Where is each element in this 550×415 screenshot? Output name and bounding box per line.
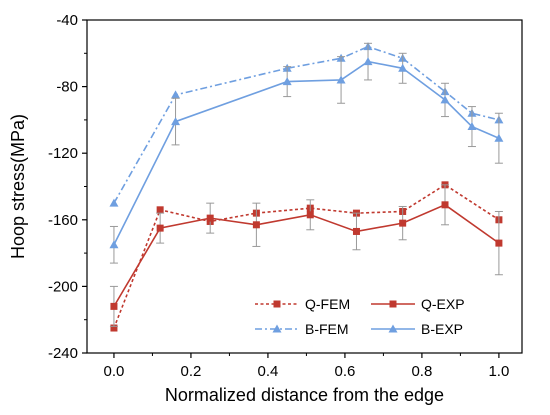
x-tick-label: 0.2 (181, 363, 202, 380)
legend-label-q-fem: Q-FEM (305, 296, 350, 312)
data-point-b-exp (494, 133, 504, 142)
x-tick-label: 0.6 (334, 363, 355, 380)
data-point-b-exp (282, 77, 292, 86)
series-b-exp (109, 42, 504, 264)
y-tick-label: -160 (48, 212, 78, 229)
x-tick-label: 0.8 (411, 363, 432, 380)
legend-marker-b-exp (388, 324, 398, 333)
legend-item-b-fem: B-FEM (255, 321, 349, 337)
data-point-b-exp (109, 240, 119, 249)
y-tick-label: -120 (48, 145, 78, 162)
data-point-q-exp (252, 221, 260, 229)
legend: Q-FEM Q-EXP B-FEM B-EXP (255, 296, 465, 337)
data-point-q-exp (110, 302, 118, 310)
series-q-exp (109, 184, 503, 327)
data-point-b-fem (171, 90, 181, 99)
series-line-q-exp (113, 203, 500, 307)
y-tick-label: -40 (56, 12, 78, 29)
legend-label-b-fem: B-FEM (305, 321, 349, 337)
series-line-b-fem (113, 45, 500, 204)
legend-marker-q-exp (389, 300, 397, 308)
legend-marker-q-fem (273, 300, 281, 308)
data-point-b-exp (171, 117, 181, 126)
x-tick-label: 0.4 (257, 363, 278, 380)
data-point-q-exp (206, 214, 214, 222)
y-axis-ticks: -240 -200 -160 -120 -80 -40 (48, 12, 87, 362)
data-point-q-exp (441, 201, 449, 209)
legend-item-q-fem: Q-FEM (255, 296, 350, 312)
legend-marker-b-fem (272, 324, 282, 333)
data-point-q-exp (306, 211, 314, 219)
data-point-q-fem (110, 324, 118, 332)
series-layer (109, 42, 504, 332)
legend-item-q-exp: Q-EXP (371, 296, 465, 312)
series-line-q-fem (113, 183, 500, 329)
data-point-b-exp (398, 63, 408, 72)
data-point-q-exp (399, 219, 407, 227)
data-point-b-exp (467, 122, 477, 131)
x-axis-ticks: 0.0 0.2 0.4 0.6 0.8 1.0 (104, 353, 509, 380)
data-point-q-fem (156, 206, 164, 214)
x-axis-title: Normalized distance from the edge (165, 385, 444, 405)
legend-label-q-exp: Q-EXP (421, 296, 465, 312)
data-point-b-exp (440, 95, 450, 104)
data-point-q-exp (495, 239, 503, 247)
x-tick-label: 0.0 (104, 363, 125, 380)
data-point-q-exp (352, 227, 360, 235)
data-point-b-fem (109, 198, 119, 207)
data-point-q-exp (156, 224, 164, 232)
x-tick-label: 1.0 (488, 363, 509, 380)
y-axis-title: Hoop stress(MPa) (8, 114, 28, 259)
y-tick-label: -200 (48, 278, 78, 295)
y-tick-label: -80 (56, 79, 78, 96)
data-point-b-exp (363, 57, 373, 66)
legend-item-b-exp: B-EXP (371, 321, 463, 337)
legend-label-b-exp: B-EXP (421, 321, 463, 337)
data-point-b-exp (336, 75, 346, 84)
y-tick-label: -240 (48, 345, 78, 362)
